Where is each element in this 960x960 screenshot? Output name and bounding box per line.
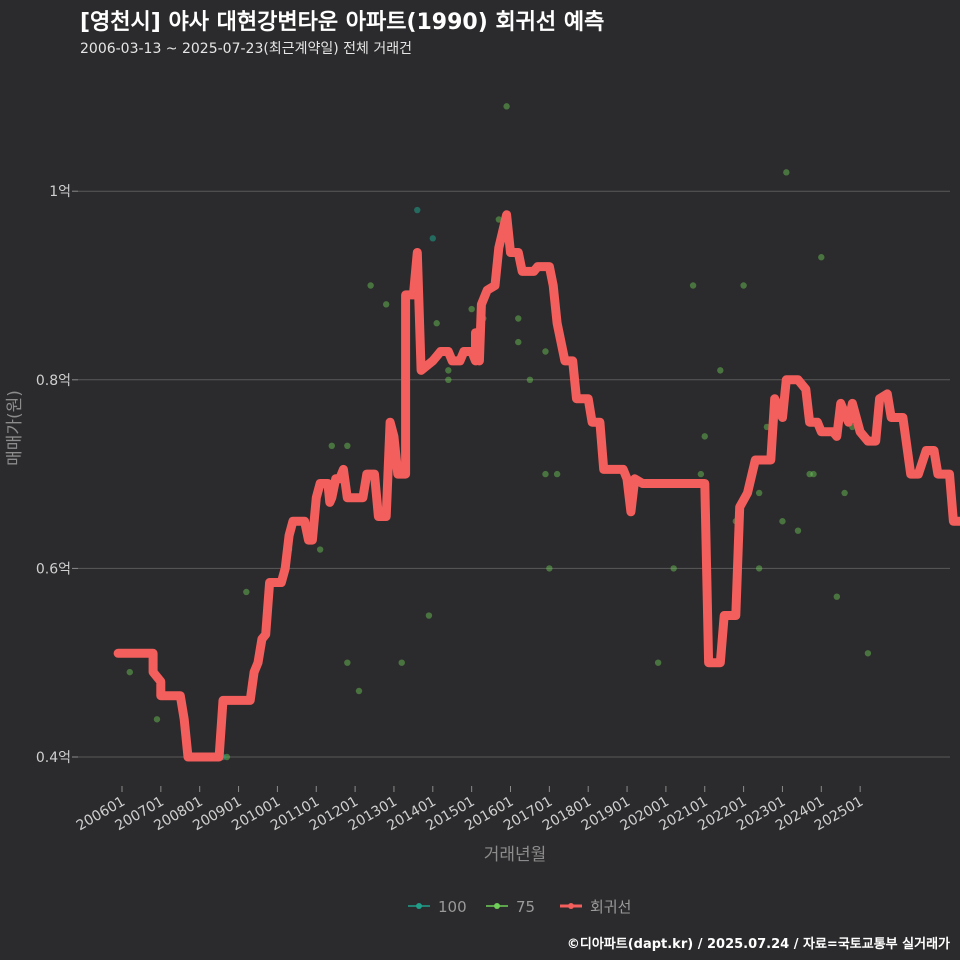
data-point-100 (429, 235, 436, 242)
legend: 100 75 회귀선 (408, 898, 631, 916)
data-point-75 (542, 348, 549, 355)
data-point-75 (783, 169, 790, 176)
data-point-75 (344, 659, 351, 666)
data-point-75 (328, 442, 335, 450)
data-point-75 (382, 301, 390, 308)
data-point-75 (546, 565, 553, 572)
data-point-75 (355, 687, 363, 695)
data-point-75 (515, 315, 522, 322)
y-tick-label: 0.8억 (36, 373, 71, 389)
data-point-75 (818, 254, 825, 261)
data-point-100 (414, 206, 421, 214)
data-point-75 (126, 668, 133, 676)
data-point-75 (243, 588, 250, 596)
data-point-75 (398, 659, 405, 666)
data-point-75 (697, 470, 705, 478)
data-point-75 (755, 565, 763, 572)
data-point-75 (445, 367, 452, 374)
data-point-75 (701, 433, 708, 440)
y-tick-label: 1억 (49, 184, 71, 200)
data-point-75 (740, 282, 747, 289)
y-axis-ticks: 0.4억 0.6억 0.8억 1억 (36, 184, 78, 766)
regression-line (113, 210, 960, 762)
data-point-75 (542, 470, 549, 478)
data-point-75 (316, 546, 324, 553)
legend-label: 회귀선 (590, 898, 631, 916)
data-point-75 (468, 305, 475, 313)
data-point-75 (153, 716, 161, 723)
data-point-75 (344, 442, 351, 450)
y-tick-label: 0.6억 (36, 561, 71, 577)
data-point-75 (526, 376, 534, 383)
x-axis-label: 거래년월 (484, 845, 547, 865)
legend-label: 75 (516, 898, 535, 916)
data-point-75 (367, 282, 374, 289)
data-point-75 (425, 612, 433, 619)
y-axis-label: 매매가(원) (5, 390, 25, 466)
source-caption: ©디아파트(dapt.kr) / 2025.07.24 / 자료=국토교통부 실… (566, 937, 950, 952)
data-point-75 (495, 216, 503, 223)
data-point-75 (717, 367, 724, 374)
data-point-75 (779, 518, 786, 525)
legend-label: 100 (438, 898, 467, 916)
grid-lines (78, 190, 950, 758)
data-point-75 (864, 650, 872, 657)
data-point-75 (810, 470, 817, 478)
data-point-75 (755, 489, 763, 497)
legend-key-dot (494, 903, 500, 909)
data-point-75 (654, 659, 662, 666)
data-point-75 (841, 489, 848, 497)
legend-key-dot (416, 903, 422, 909)
chart-subtitle: 2006-03-13 ~ 2025-07-23(최근계약일) 전체 거래건 (80, 41, 412, 57)
x-axis-ticks: 2006012007012008012009012010012011012012… (74, 786, 866, 834)
data-point-75 (433, 320, 440, 327)
data-point-75 (794, 527, 802, 534)
chart-title: [영천시] 야사 대현강변타운 아파트(1990) 회귀선 예측 (80, 10, 605, 35)
data-point-75 (445, 376, 452, 383)
legend-key-dot (568, 903, 574, 909)
data-point-75 (689, 282, 697, 289)
y-tick-label: 0.4억 (36, 750, 71, 766)
data-points (126, 103, 872, 761)
data-point-75 (670, 565, 677, 572)
data-point-75 (806, 470, 813, 478)
data-point-75 (553, 470, 561, 478)
data-point-75 (833, 593, 841, 600)
data-point-75 (515, 338, 522, 346)
regression-line-group (113, 210, 960, 762)
data-point-75 (503, 103, 510, 110)
